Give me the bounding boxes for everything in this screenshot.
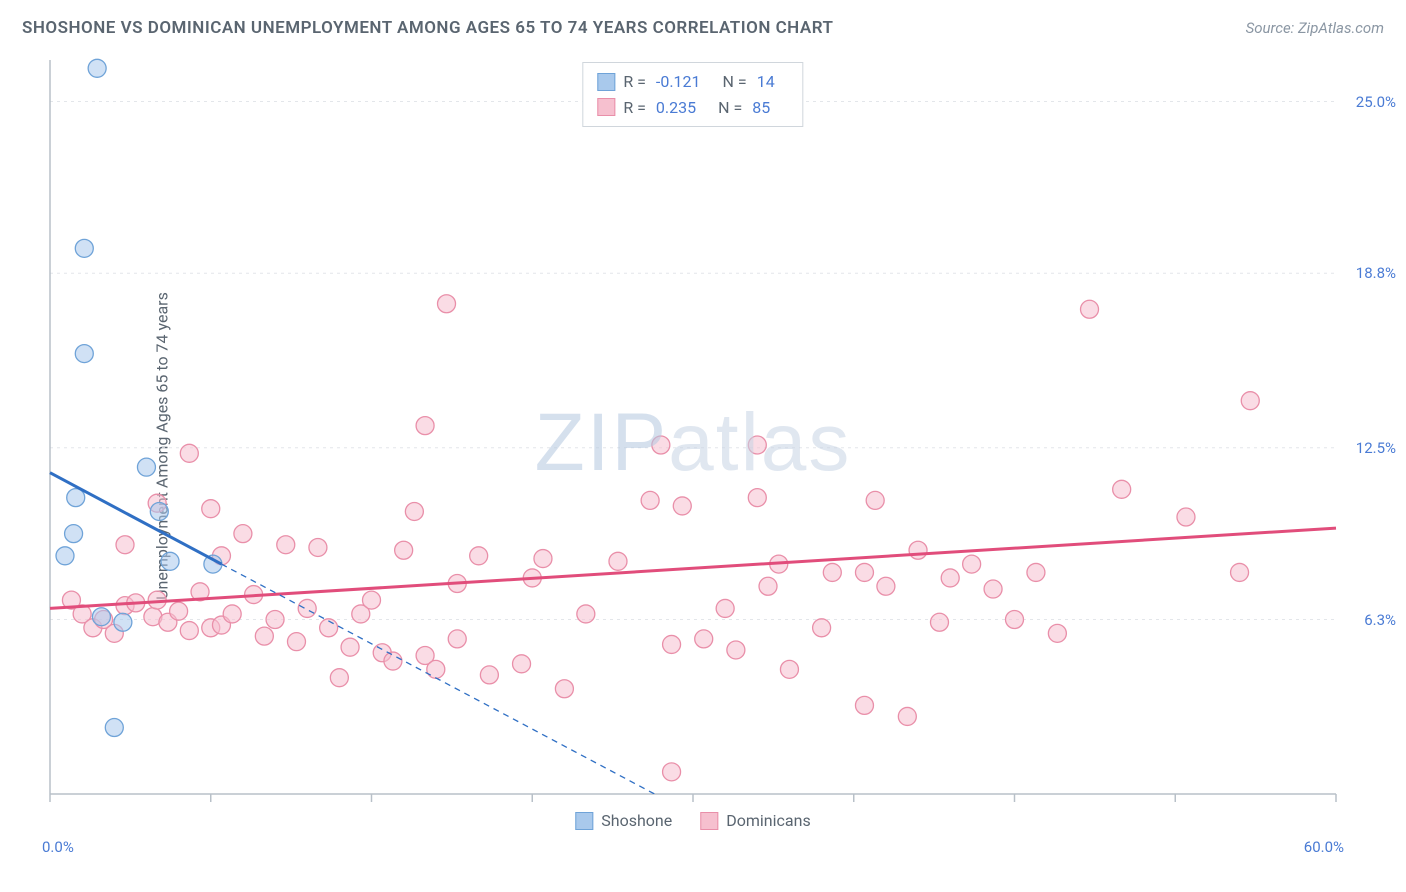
legend-item-dominicans: Dominicans: [700, 811, 810, 830]
legend-label: Shoshone: [601, 811, 672, 830]
x-max-label: 60.0%: [1304, 838, 1344, 856]
r-label: R =: [623, 69, 646, 95]
source-label: Source: ZipAtlas.com: [1246, 19, 1384, 37]
legend-row-shoshone: R = -0.121 N = 14: [597, 69, 788, 95]
y-tick-label: 25.0%: [1356, 93, 1396, 111]
chart-title: SHOSHONE VS DOMINICAN UNEMPLOYMENT AMONG…: [22, 18, 833, 38]
n-value-dominicans: 85: [752, 95, 770, 121]
square-icon: [597, 98, 615, 116]
correlation-legend: R = -0.121 N = 14 R = 0.235 N = 85: [582, 62, 803, 127]
legend-label: Dominicans: [726, 811, 810, 830]
square-icon: [700, 812, 718, 830]
n-label: N =: [723, 69, 747, 95]
x-min-label: 0.0%: [42, 838, 74, 856]
square-icon: [575, 812, 593, 830]
y-tick-label: 18.8%: [1356, 264, 1396, 282]
chart-svg: [48, 58, 1338, 828]
r-label: R =: [623, 95, 646, 121]
n-label: N =: [718, 95, 742, 121]
n-value-shoshone: 14: [757, 69, 775, 95]
r-value-dominicans: 0.235: [656, 95, 696, 121]
legend-row-dominicans: R = 0.235 N = 85: [597, 95, 788, 121]
r-value-shoshone: -0.121: [656, 69, 701, 95]
square-icon: [597, 73, 615, 91]
legend-item-shoshone: Shoshone: [575, 811, 672, 830]
y-tick-label: 12.5%: [1356, 439, 1396, 457]
scatter-plot: ZIPatlas R = -0.121 N = 14 R = 0.235 N =…: [48, 58, 1338, 828]
y-tick-label: 6.3%: [1364, 611, 1396, 629]
series-legend: Shoshone Dominicans: [575, 811, 810, 830]
